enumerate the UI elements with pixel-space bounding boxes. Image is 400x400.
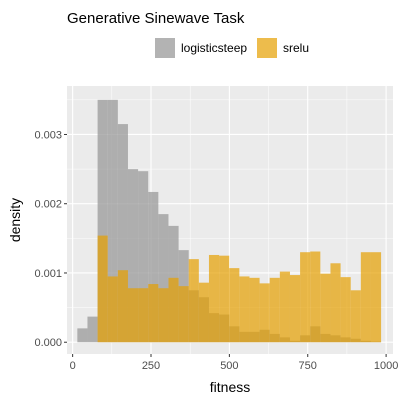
bar-srelu — [249, 277, 260, 343]
chart-title: Generative Sinewave Task — [67, 10, 245, 27]
bar-srelu — [188, 259, 199, 343]
x-tick-label: 0 — [70, 360, 76, 372]
bar-logisticsteep — [107, 99, 118, 343]
bar-srelu — [269, 277, 280, 343]
y-tick-label: 0.002 — [34, 199, 62, 211]
bar-logisticsteep — [158, 214, 169, 343]
bar-srelu — [310, 251, 321, 343]
x-tick-label: 1000 — [374, 360, 398, 372]
legend-key-srelu — [257, 38, 277, 58]
bar-srelu — [198, 282, 209, 343]
histogram-bars — [77, 99, 382, 343]
bar-logisticsteep — [127, 169, 139, 343]
bar-srelu — [350, 290, 361, 343]
axis-ticks: 0 250 500 750 1000 0.000 0.001 0.002 0.003 — [34, 129, 398, 372]
bar-srelu — [229, 268, 240, 343]
legend: logisticsteep srelu — [155, 38, 309, 58]
y-axis-label: density — [7, 198, 23, 242]
bar-srelu — [219, 255, 230, 343]
bar-srelu — [107, 276, 118, 343]
bar-logisticsteep — [117, 124, 128, 343]
y-tick-label: 0.003 — [34, 129, 62, 141]
bar-srelu — [330, 263, 341, 343]
bar-logisticsteep — [87, 316, 98, 343]
bar-srelu — [178, 286, 189, 343]
bar-srelu — [158, 288, 169, 343]
bar-srelu — [208, 254, 220, 343]
bar-srelu — [370, 252, 382, 343]
bar-srelu — [148, 284, 159, 343]
bar-srelu — [289, 275, 301, 343]
bar-srelu — [259, 283, 270, 343]
bar-srelu — [340, 277, 351, 343]
bar-srelu — [138, 288, 149, 343]
bar-logisticsteep — [138, 171, 149, 343]
bar-srelu — [117, 270, 128, 343]
bar-srelu — [320, 273, 331, 343]
bar-srelu — [127, 288, 139, 343]
x-tick-label: 250 — [142, 360, 160, 372]
bar-logisticsteep — [148, 191, 159, 343]
legend-label-logisticsteep: logisticsteep — [181, 41, 247, 55]
y-tick-label: 0.000 — [34, 337, 62, 349]
bar-srelu — [97, 235, 108, 343]
bar-logisticsteep — [97, 99, 108, 343]
bar-srelu — [360, 252, 371, 343]
bar-srelu — [239, 276, 250, 343]
x-tick-label: 500 — [220, 360, 238, 372]
bar-srelu — [168, 277, 179, 343]
x-tick-label: 750 — [299, 360, 317, 372]
y-tick-label: 0.001 — [34, 268, 62, 280]
bar-logisticsteep — [77, 328, 88, 343]
bar-srelu — [279, 271, 290, 343]
bar-srelu — [300, 252, 311, 343]
x-axis-label: fitness — [210, 379, 250, 395]
legend-key-logisticsteep — [155, 38, 175, 58]
legend-label-srelu: srelu — [283, 41, 309, 55]
